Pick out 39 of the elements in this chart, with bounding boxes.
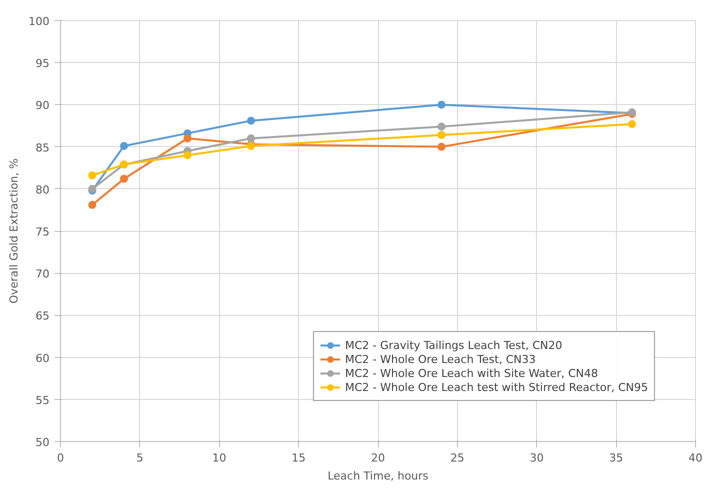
- point: [628, 120, 636, 128]
- y-axis-title: Overall Gold Extraction, %: [8, 158, 21, 304]
- y-tick-label: 80: [36, 183, 50, 196]
- x-axis-title: Leach Time, hours: [328, 470, 429, 482]
- point: [184, 134, 192, 142]
- y-tick-label: 85: [36, 141, 50, 154]
- y-tick-label: 90: [36, 99, 50, 112]
- y-tick-label: 50: [36, 436, 50, 449]
- legend-label: MC2 - Whole Ore Leach Test, CN33: [344, 352, 536, 366]
- y-tick-label: 70: [36, 268, 50, 281]
- point: [184, 151, 192, 160]
- legend-label: MC2 - Whole Ore Leach test with Stirred Reactor, CN95: [344, 380, 648, 394]
- point: [438, 142, 446, 151]
- legend-label: MC2 - Gravity Tailings Leach Test, CN20: [344, 338, 562, 352]
- point: [120, 174, 128, 183]
- y-tick-label: 65: [36, 310, 50, 323]
- x-tick-label: 25: [450, 452, 464, 464]
- y-tick-label: 75: [36, 226, 50, 238]
- point: [438, 131, 446, 140]
- x-tick-label: 30: [530, 452, 544, 464]
- point: [88, 200, 96, 209]
- y-tick-label: 95: [36, 57, 50, 70]
- point: [88, 171, 96, 180]
- x-tick-label: 20: [371, 452, 385, 464]
- x-tick-label: 40: [688, 452, 702, 464]
- x-tick-label: 0: [57, 452, 64, 464]
- point: [438, 122, 446, 131]
- y-tick-label: 100: [28, 15, 50, 28]
- x-tick-label: 15: [292, 452, 306, 464]
- point: [247, 134, 255, 142]
- x-tick-label: 5: [136, 452, 144, 464]
- y-tick-label: 60: [36, 352, 50, 365]
- point: [438, 100, 446, 109]
- point: [120, 142, 128, 150]
- x-tick-label: 35: [609, 452, 624, 464]
- point: [247, 116, 255, 125]
- legend-label: MC2 - Whole Ore Leach with Site Water, CN48: [344, 366, 598, 380]
- x-tick-label: 10: [212, 452, 226, 464]
- y-tick-label: 55: [36, 394, 50, 407]
